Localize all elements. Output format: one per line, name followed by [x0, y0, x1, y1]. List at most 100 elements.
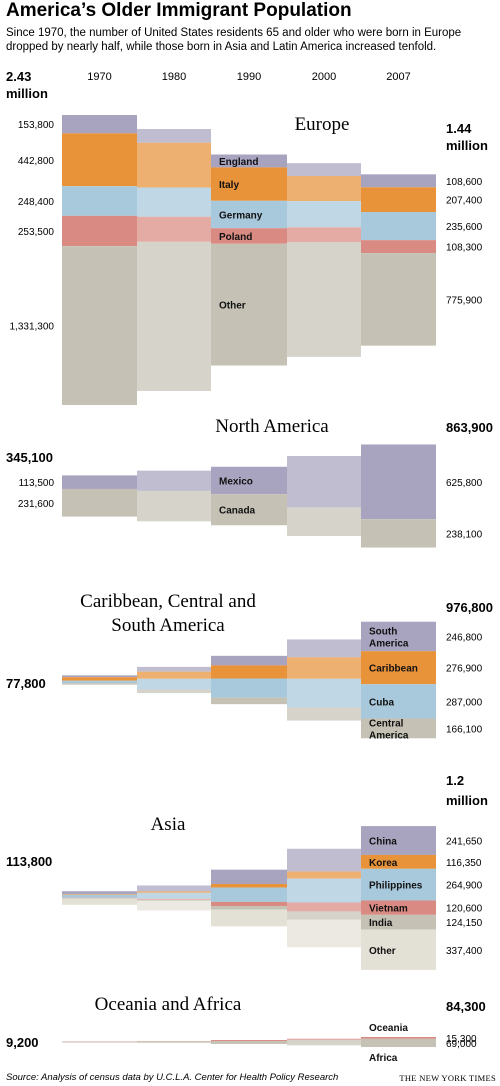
bar-asia-other-2000 [287, 919, 361, 948]
year-label-2000: 2000 [312, 71, 336, 83]
bar-europe-poland-1990 [211, 228, 287, 244]
series-label-asia-india: India [369, 918, 393, 929]
bar-caribbean-central-and-central-america-1990 [211, 697, 287, 705]
value-2007-north-america-mexico: 625,800 [446, 478, 483, 489]
publisher-credit: THE NEW YORK TIMES [399, 1073, 496, 1083]
bar-europe-other-1970 [62, 246, 137, 405]
bar-europe-italy-1980 [137, 142, 211, 188]
value-2007-europe-england: 108,600 [446, 177, 483, 188]
bar-caribbean-central-and-central-america-2007 [361, 718, 436, 739]
total-2007-caribbean-central-and: 976,800 [446, 600, 493, 615]
series-label-asia-philippines: Philippines [369, 881, 423, 892]
series-label-europe-italy: Italy [219, 180, 239, 191]
bar-europe-germany-1980 [137, 187, 211, 217]
total-2007-asia: million [446, 793, 488, 808]
bar-caribbean-central-and-caribbean-1990 [211, 665, 287, 679]
total-2007-asia: 1.2 [446, 773, 464, 788]
bar-asia-india-2000 [287, 911, 361, 920]
total-1970-caribbean-central-and: 77,800 [6, 676, 46, 691]
total-2007-europe: million [446, 138, 488, 153]
bar-europe-poland-2000 [287, 227, 361, 243]
value-2007-asia-vietnam: 120,600 [446, 904, 483, 915]
series-label-asia-korea: Korea [369, 858, 398, 869]
bar-asia-china-1990 [211, 869, 287, 884]
series-label-europe-other: Other [219, 301, 246, 312]
value-2007-europe-germany: 235,600 [446, 222, 483, 233]
bar-europe-italy-1970 [62, 133, 137, 187]
series-label-oceania-and-africa-oceania: Oceania [369, 1023, 408, 1034]
bar-europe-germany-1990 [211, 200, 287, 229]
bar-north-america-mexico-1980 [137, 470, 211, 491]
bar-asia-china-2000 [287, 848, 361, 872]
panel-title-oceania-and-africa: Oceania and Africa [95, 994, 242, 1015]
series-label-asia-other: Other [369, 946, 396, 957]
value-2007-oceania-and-africa-oceania: 15,300 [446, 1034, 477, 1045]
series-label-europe-england: England [219, 157, 258, 168]
bar-north-america-canada-1980 [137, 490, 211, 522]
value-2007-asia-other: 337,400 [446, 946, 483, 957]
total-2007-europe: 1.44 [446, 121, 472, 136]
bar-europe-italy-1990 [211, 167, 287, 201]
panel-title-north-america: North America [215, 416, 329, 437]
bar-asia-vietnam-1990 [211, 901, 287, 907]
value-2007-caribbean-central-and-central-america: 166,100 [446, 724, 483, 735]
bar-asia-other-1980 [137, 900, 211, 911]
bar-asia-other-1970 [62, 898, 137, 905]
total-1970-europe: 2.43 [6, 69, 31, 84]
year-label-2007: 2007 [386, 71, 410, 83]
series-label-asia-vietnam: Vietnam [369, 904, 408, 915]
bar-europe-england-2007 [361, 174, 436, 188]
bar-asia-korea-1980 [137, 891, 211, 893]
value-2007-caribbean-central-and-cuba: 287,000 [446, 697, 483, 708]
bar-caribbean-central-and-caribbean-1980 [137, 671, 211, 679]
bar-caribbean-central-and-caribbean-1970 [62, 677, 137, 681]
bar-north-america-mexico-1990 [211, 466, 287, 495]
bar-north-america-mexico-2000 [287, 456, 361, 508]
bar-north-america-mexico-1970 [62, 475, 137, 489]
total-2007-north-america: 863,900 [446, 420, 493, 435]
series-label-asia-china: China [369, 837, 397, 848]
bar-asia-china-1970 [62, 891, 137, 895]
series-label-oceania-and-africa-africa: Africa [369, 1053, 398, 1064]
bar-asia-india-1990 [211, 906, 287, 910]
year-label-1970: 1970 [87, 71, 111, 83]
total-2007-oceania-and-africa: 84,300 [446, 999, 486, 1014]
total-1970-oceania-and-africa: 9,200 [6, 1035, 39, 1050]
bar-asia-other-1990 [211, 909, 287, 927]
bar-caribbean-central-and-cuba-1980 [137, 678, 211, 690]
bar-europe-germany-1970 [62, 186, 137, 216]
bar-europe-england-2000 [287, 163, 361, 177]
total-1970-asia: 113,800 [6, 854, 52, 869]
bar-europe-poland-1970 [62, 215, 137, 247]
series-label-europe-poland: Poland [219, 232, 252, 243]
bar-asia-china-1980 [137, 885, 211, 892]
value-1970-north-america-canada: 231,600 [18, 499, 55, 510]
bar-caribbean-central-and-cuba-1970 [62, 680, 137, 684]
bar-oceania-and-africa-africa-1990 [211, 1040, 287, 1044]
bar-europe-england-1990 [211, 154, 287, 168]
value-2007-caribbean-central-and-south-america: 246,800 [446, 632, 483, 643]
bar-asia-china-2007 [361, 826, 436, 855]
bar-caribbean-central-and-south-america-2007 [361, 621, 436, 652]
bar-oceania-and-africa-africa-1980 [137, 1041, 211, 1044]
bar-caribbean-central-and-central-america-1980 [137, 689, 211, 694]
bar-north-america-canada-1990 [211, 494, 287, 526]
bar-caribbean-central-and-south-america-1970 [62, 675, 137, 678]
bar-north-america-canada-2000 [287, 507, 361, 536]
bar-europe-england-1980 [137, 129, 211, 143]
bar-caribbean-central-and-caribbean-2007 [361, 651, 436, 685]
bar-europe-other-2000 [287, 242, 361, 357]
source-note: Source: Analysis of census data by U.C.L… [6, 1072, 339, 1083]
panel-title-caribbean-central-and: Caribbean, Central and South America [80, 591, 256, 636]
bar-caribbean-central-and-cuba-2007 [361, 684, 436, 719]
bar-oceania-and-africa-oceania-2000 [287, 1038, 361, 1040]
bar-europe-italy-2000 [287, 176, 361, 202]
page-title: America’s Older Immigrant Population [6, 0, 352, 21]
value-2007-europe-poland: 108,300 [446, 243, 483, 254]
bar-caribbean-central-and-cuba-2000 [287, 678, 361, 708]
total-1970-europe: million [6, 86, 48, 101]
bar-caribbean-central-and-south-america-2000 [287, 639, 361, 658]
bar-asia-other-2007 [361, 929, 436, 970]
bar-asia-philippines-1970 [62, 894, 137, 898]
